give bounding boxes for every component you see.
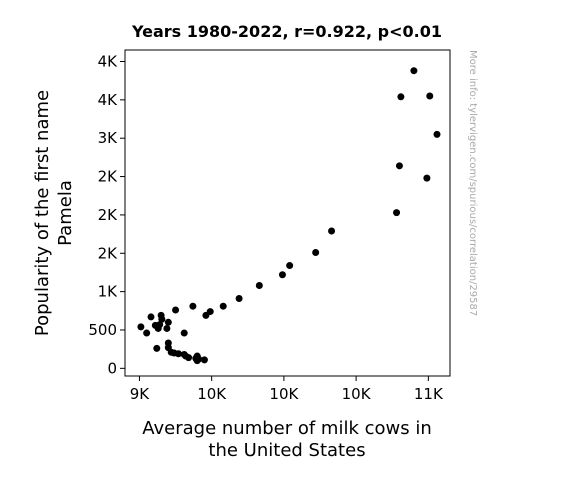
x-tick-label: 10K (269, 385, 299, 403)
y-tick-label: 3K (98, 129, 119, 147)
data-point (172, 306, 180, 314)
x-axis-label: Average number of milk cows in the Unite… (142, 418, 432, 461)
x-axis-ticks: 9K 10K 10K 10K 11K (130, 376, 444, 403)
y-axis-label-line-2: Pamela (55, 180, 76, 246)
y-tick-label: 500 (88, 321, 117, 339)
data-point (180, 329, 188, 337)
data-point (206, 308, 214, 316)
data-point (312, 249, 320, 257)
data-point (163, 324, 171, 332)
data-point (328, 227, 336, 235)
data-point (235, 295, 243, 303)
x-tick-label: 9K (130, 385, 151, 403)
y-axis-label-line-1: Popularity of the first name (32, 90, 53, 336)
data-point (174, 350, 182, 358)
y-tick-label: 2K (98, 206, 119, 224)
data-point (200, 356, 208, 364)
data-point (433, 130, 441, 138)
data-point (195, 355, 203, 363)
data-point (397, 93, 405, 101)
x-tick-label: 10K (197, 385, 227, 403)
y-tick-label: 2K (98, 244, 119, 262)
data-point (423, 174, 431, 182)
y-tick-label: 1K (98, 283, 119, 301)
data-points (137, 67, 441, 365)
x-axis-label-line-1: Average number of milk cows in (142, 418, 432, 439)
data-point (147, 313, 155, 321)
data-point (410, 67, 418, 75)
x-tick-label: 11K (414, 385, 444, 403)
data-point (189, 302, 197, 310)
watermark: More info: tylervigen.com/spurious/corre… (467, 50, 478, 316)
y-tick-label: 4K (98, 91, 119, 109)
data-point (393, 209, 401, 217)
y-tick-label: 0 (107, 359, 117, 377)
data-point (219, 302, 227, 310)
data-point (278, 271, 286, 279)
data-point (158, 315, 166, 323)
y-tick-label: 2K (98, 168, 119, 186)
x-axis-label-line-2: the United States (208, 440, 365, 461)
data-point (156, 321, 164, 329)
x-tick-label: 10K (342, 385, 372, 403)
y-axis-label: Popularity of the first name Pamela (32, 90, 76, 336)
plot-area-frame (124, 49, 451, 377)
data-point (164, 318, 172, 326)
data-point (137, 323, 145, 331)
data-point (395, 162, 403, 170)
data-point (153, 344, 161, 352)
y-tick-label: 4K (98, 53, 119, 71)
data-point (286, 262, 294, 270)
data-point (426, 92, 434, 100)
y-axis-ticks: 0 500 1K 2K 2K 2K 3K 4K 4K (88, 53, 125, 377)
data-point (143, 329, 151, 337)
data-point (185, 354, 193, 362)
data-point (255, 281, 263, 289)
chart-title: Years 1980-2022, r=0.922, p<0.01 (131, 22, 442, 41)
